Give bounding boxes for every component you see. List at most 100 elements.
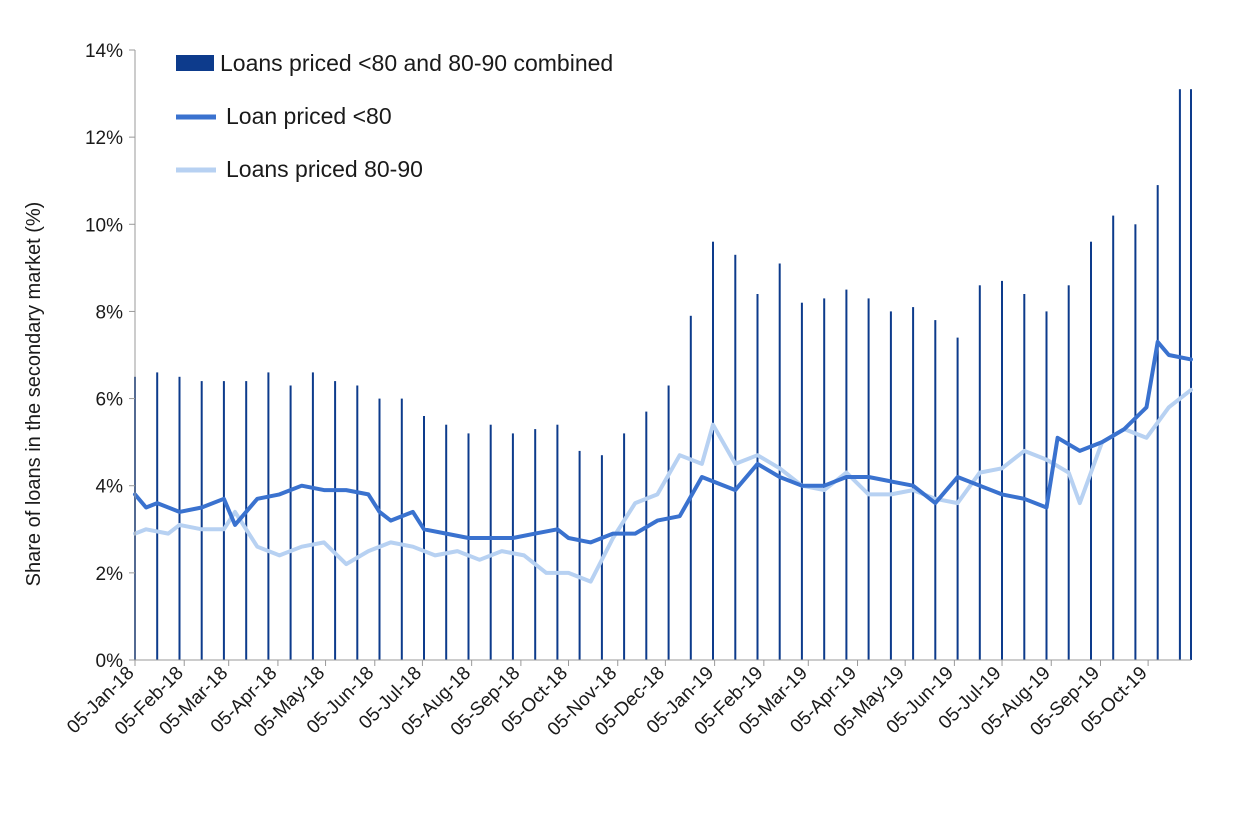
series-line-80-90-point <box>1068 472 1070 474</box>
series-line-80-90-point <box>712 424 714 426</box>
series-line-below80-point <box>701 476 703 478</box>
series-line-80-90-point <box>779 467 781 469</box>
series-line-below80-point <box>378 511 381 513</box>
series-line-below80-point <box>1023 498 1025 500</box>
series-line-below80-point <box>390 520 392 522</box>
series-line-80-90-point <box>501 550 503 552</box>
series-line-below80-point <box>656 520 659 522</box>
bar <box>734 254 737 661</box>
series-line-80-90-point <box>679 454 681 456</box>
series-line-80-90-point <box>1023 450 1025 452</box>
series-line-80-90-point <box>612 537 614 539</box>
series-line-80-90-point <box>256 546 258 548</box>
series-line-below80-point <box>412 511 414 513</box>
series-line-below80-point <box>234 524 236 526</box>
bar <box>511 433 514 660</box>
series-line-below80-point <box>345 489 347 491</box>
bar <box>667 385 670 660</box>
series-line-80-90-point <box>934 498 936 500</box>
bar <box>378 398 381 660</box>
bar <box>934 320 937 660</box>
series-line-80-90-point <box>1145 437 1148 439</box>
series-line-80-90-point <box>567 572 570 574</box>
series-line-below80-point <box>467 537 470 539</box>
series-line-below80-point <box>567 537 570 539</box>
lines-layer <box>133 339 1193 584</box>
series-line-below80-point <box>534 533 536 535</box>
series-line-80-90-point <box>957 502 959 504</box>
series-line-80-90-point <box>234 511 236 513</box>
series-line-80-90-point <box>301 546 303 548</box>
bar <box>467 433 470 660</box>
bar <box>1178 89 1181 660</box>
series-line-below80-point <box>979 485 981 487</box>
legend-label-80-90: Loans priced 80-90 <box>226 156 423 182</box>
series-line-below80-point <box>423 528 425 530</box>
series-line-below80-point <box>301 485 303 487</box>
series-line-below80-point <box>156 502 158 504</box>
bar <box>578 450 581 660</box>
bar <box>400 398 403 660</box>
series-line-below80-point <box>779 476 781 478</box>
series-line-below80-point <box>679 515 681 517</box>
series-line-below80-point <box>612 533 614 535</box>
bar <box>334 381 337 660</box>
series-line-below80-point <box>712 480 714 482</box>
series-line-80-90-point <box>1045 459 1048 461</box>
bar <box>956 337 959 660</box>
series-line-below80-point <box>556 528 559 530</box>
series-line-80-90-point <box>823 489 825 491</box>
bar <box>712 241 714 660</box>
legend-label-below80: Loan priced <80 <box>226 103 392 129</box>
bar <box>1023 294 1026 660</box>
bar <box>222 381 225 660</box>
series-line-below80-point <box>1168 354 1170 356</box>
series-line-80-90-point <box>1190 389 1192 391</box>
bar <box>1001 280 1003 660</box>
series-line-below80-point <box>1079 450 1081 452</box>
series-line-80-90-point <box>390 541 392 544</box>
bar <box>756 294 759 660</box>
legend-swatch-combined <box>176 55 214 71</box>
series-line-80-90-point <box>979 472 981 474</box>
series-line-below80-point <box>512 537 514 539</box>
bar <box>289 385 292 660</box>
series-line-below80-point <box>367 493 369 495</box>
series-line-80-90-point <box>545 572 547 574</box>
series-line-below80-point <box>1057 437 1059 439</box>
bar <box>800 302 803 660</box>
series-line-below80-point <box>145 506 147 509</box>
series-line-80-90-point <box>890 493 892 495</box>
bar <box>178 376 181 660</box>
bar <box>267 372 270 660</box>
series-line-below80-point <box>1101 441 1103 443</box>
series-line-80-90-point <box>367 550 369 552</box>
series-line-below80-point <box>1001 493 1003 495</box>
bar <box>689 315 692 660</box>
bar <box>867 298 870 660</box>
axes-layer: 0%2%4%6%8%10%12%14%05-Jan-1805-Feb-1805-… <box>63 41 1191 742</box>
series-line-80-90-point <box>656 493 659 495</box>
series-line-below80-point <box>734 489 736 491</box>
series-line-80-90-point <box>590 581 592 583</box>
bar <box>534 429 537 660</box>
bar <box>645 411 648 660</box>
series-line-below80-point <box>1045 506 1048 509</box>
y-tick-label: 0% <box>96 651 124 672</box>
series-line-80-90-point <box>756 454 759 456</box>
series-line-below80-point <box>823 485 825 487</box>
series-line-below80-point <box>957 476 959 478</box>
y-tick-label: 2% <box>96 564 124 585</box>
series-line-below80-point <box>278 493 281 495</box>
series-line-80-90-point <box>1079 502 1081 504</box>
series-line-80-90-point <box>345 563 347 565</box>
bar <box>1090 241 1092 660</box>
series-line-below80-point <box>912 485 914 487</box>
series-line-80-90-point <box>434 554 436 557</box>
bar <box>889 311 892 660</box>
series-line-below80-point <box>845 476 848 478</box>
series-line-below80-point <box>256 498 258 500</box>
series-line-below80-point <box>634 533 636 535</box>
series-line-80-90-point <box>479 559 481 561</box>
